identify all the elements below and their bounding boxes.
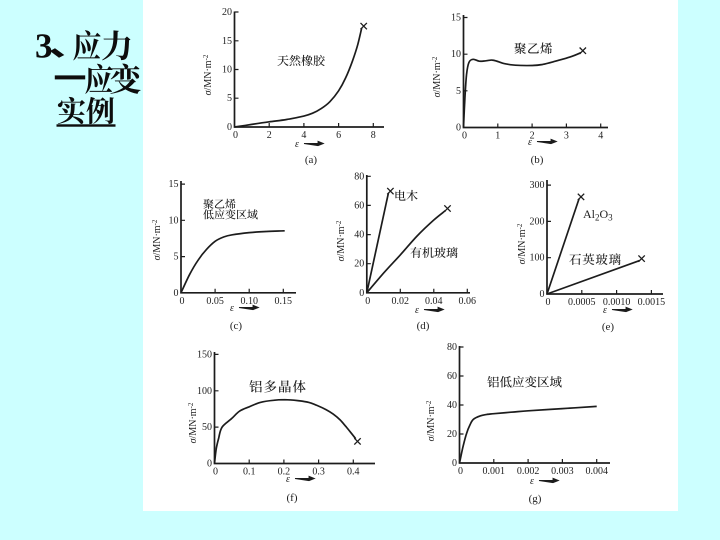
svg-text:(g): (g) <box>529 493 542 505</box>
svg-text:10: 10 <box>169 215 179 226</box>
svg-text:4: 4 <box>598 131 603 142</box>
svg-text:0.0010: 0.0010 <box>603 297 631 308</box>
svg-text:1: 1 <box>495 131 500 142</box>
svg-text:0.0005: 0.0005 <box>568 297 596 308</box>
svg-text:0.05: 0.05 <box>206 296 224 307</box>
svg-text:8: 8 <box>371 130 376 141</box>
svg-text:0: 0 <box>456 123 461 134</box>
svg-text:5: 5 <box>456 86 461 97</box>
svg-text:0: 0 <box>233 130 238 141</box>
svg-text:0: 0 <box>174 288 179 299</box>
svg-text:150: 150 <box>197 349 212 360</box>
svg-text:100: 100 <box>197 386 212 397</box>
svg-text:4: 4 <box>301 130 306 141</box>
svg-text:0: 0 <box>365 296 370 307</box>
svg-text:15: 15 <box>222 36 232 47</box>
svg-text:0.002: 0.002 <box>517 466 540 477</box>
svg-text:0: 0 <box>458 466 463 477</box>
svg-text:σ/MN·m-2: σ/MN·m-2 <box>202 54 214 95</box>
svg-text:0: 0 <box>213 467 218 478</box>
svg-text:6: 6 <box>336 130 341 141</box>
svg-text:0.2: 0.2 <box>278 467 291 478</box>
svg-text:0: 0 <box>359 288 364 299</box>
svg-text:σ/MN·m-2: σ/MN·m-2 <box>431 56 443 97</box>
svg-text:0.0015: 0.0015 <box>638 297 666 308</box>
svg-text:0.10: 0.10 <box>240 296 258 307</box>
svg-text:Al2O3: Al2O3 <box>583 207 613 223</box>
svg-text:0.001: 0.001 <box>483 466 506 477</box>
svg-text:5: 5 <box>174 252 179 263</box>
svg-text:(b): (b) <box>531 154 544 166</box>
svg-text:20: 20 <box>447 429 457 440</box>
svg-text:300: 300 <box>530 180 545 191</box>
svg-text:3: 3 <box>564 131 569 142</box>
svg-text:(a): (a) <box>305 154 318 166</box>
svg-text:15: 15 <box>169 179 179 190</box>
svg-text:0.1: 0.1 <box>243 467 256 478</box>
svg-text:20: 20 <box>354 259 364 270</box>
svg-text:2: 2 <box>530 131 535 142</box>
svg-text:ε: ε <box>230 303 234 314</box>
svg-text:0.02: 0.02 <box>392 296 410 307</box>
svg-text:0: 0 <box>546 297 551 308</box>
svg-text:(c): (c) <box>230 320 243 332</box>
svg-text:60: 60 <box>354 200 364 211</box>
svg-text:2: 2 <box>267 130 272 141</box>
svg-text:10: 10 <box>222 65 232 76</box>
svg-text:15: 15 <box>451 13 461 24</box>
svg-text:20: 20 <box>222 7 232 18</box>
svg-text:ε: ε <box>603 305 607 316</box>
svg-text:0.004: 0.004 <box>585 466 608 477</box>
svg-text:ε: ε <box>415 305 419 316</box>
svg-text:60: 60 <box>447 371 457 382</box>
svg-text:0.003: 0.003 <box>551 466 574 477</box>
svg-text:(d): (d) <box>417 320 430 332</box>
svg-text:ε: ε <box>530 476 534 487</box>
svg-text:σ/MN·m-2: σ/MN·m-2 <box>425 400 437 441</box>
svg-text:0.04: 0.04 <box>425 296 443 307</box>
svg-text:(f): (f) <box>287 492 298 504</box>
svg-text:σ/MN·m-2: σ/MN·m-2 <box>516 223 528 264</box>
svg-text:σ/MN·m-2: σ/MN·m-2 <box>151 219 163 260</box>
svg-text:0: 0 <box>540 289 545 300</box>
svg-text:80: 80 <box>354 171 364 182</box>
svg-text:200: 200 <box>530 216 545 227</box>
svg-text:5: 5 <box>227 93 232 104</box>
svg-text:40: 40 <box>447 400 457 411</box>
svg-text:0: 0 <box>207 459 212 470</box>
svg-text:0: 0 <box>452 458 457 469</box>
svg-text:0: 0 <box>180 296 185 307</box>
svg-text:50: 50 <box>202 422 212 433</box>
svg-text:0: 0 <box>227 122 232 133</box>
svg-text:ε: ε <box>286 474 290 485</box>
svg-text:0: 0 <box>462 131 467 142</box>
svg-text:100: 100 <box>530 253 545 264</box>
svg-text:0.3: 0.3 <box>312 467 325 478</box>
svg-text:(e): (e) <box>602 321 615 333</box>
svg-text:10: 10 <box>451 49 461 60</box>
svg-text:σ/MN·m-2: σ/MN·m-2 <box>335 220 347 261</box>
svg-text:ε: ε <box>295 139 299 150</box>
svg-text:0.06: 0.06 <box>459 296 477 307</box>
svg-text:σ/MN·m-2: σ/MN·m-2 <box>187 402 199 443</box>
svg-text:80: 80 <box>447 342 457 353</box>
svg-text:0.15: 0.15 <box>275 296 293 307</box>
svg-text:3: 3 <box>35 27 53 66</box>
svg-text:40: 40 <box>354 230 364 241</box>
svg-text:ε: ε <box>528 137 532 148</box>
svg-text:0.4: 0.4 <box>347 467 360 478</box>
